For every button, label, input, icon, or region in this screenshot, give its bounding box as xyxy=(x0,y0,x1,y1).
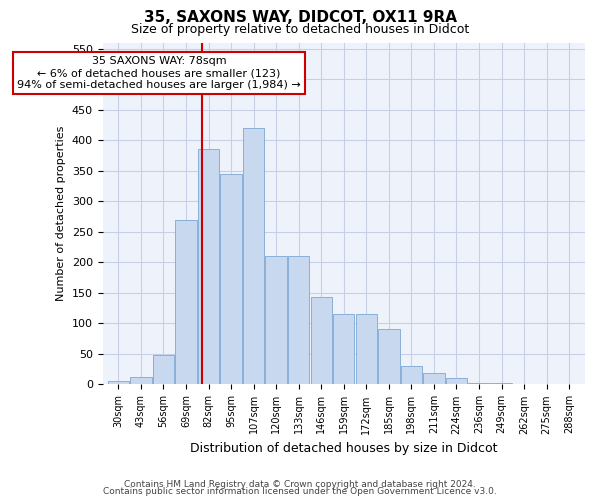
Bar xyxy=(491,383,512,384)
Text: Size of property relative to detached houses in Didcot: Size of property relative to detached ho… xyxy=(131,22,469,36)
Bar xyxy=(378,330,400,384)
Text: Contains public sector information licensed under the Open Government Licence v3: Contains public sector information licen… xyxy=(103,487,497,496)
Bar xyxy=(107,382,129,384)
Bar xyxy=(311,297,332,384)
Bar xyxy=(446,378,467,384)
Y-axis label: Number of detached properties: Number of detached properties xyxy=(56,126,66,301)
Bar xyxy=(265,256,287,384)
Bar xyxy=(401,366,422,384)
X-axis label: Distribution of detached houses by size in Didcot: Distribution of detached houses by size … xyxy=(190,442,497,455)
Text: 35 SAXONS WAY: 78sqm
← 6% of detached houses are smaller (123)
94% of semi-detac: 35 SAXONS WAY: 78sqm ← 6% of detached ho… xyxy=(17,56,301,90)
Bar xyxy=(198,150,219,384)
Bar xyxy=(356,314,377,384)
Bar xyxy=(153,355,174,384)
Bar xyxy=(175,220,197,384)
Bar xyxy=(130,377,152,384)
Bar xyxy=(220,174,242,384)
Bar xyxy=(333,314,355,384)
Text: 35, SAXONS WAY, DIDCOT, OX11 9RA: 35, SAXONS WAY, DIDCOT, OX11 9RA xyxy=(143,10,457,25)
Bar xyxy=(423,374,445,384)
Bar xyxy=(288,256,310,384)
Bar xyxy=(469,382,490,384)
Bar xyxy=(243,128,265,384)
Text: Contains HM Land Registry data © Crown copyright and database right 2024.: Contains HM Land Registry data © Crown c… xyxy=(124,480,476,489)
